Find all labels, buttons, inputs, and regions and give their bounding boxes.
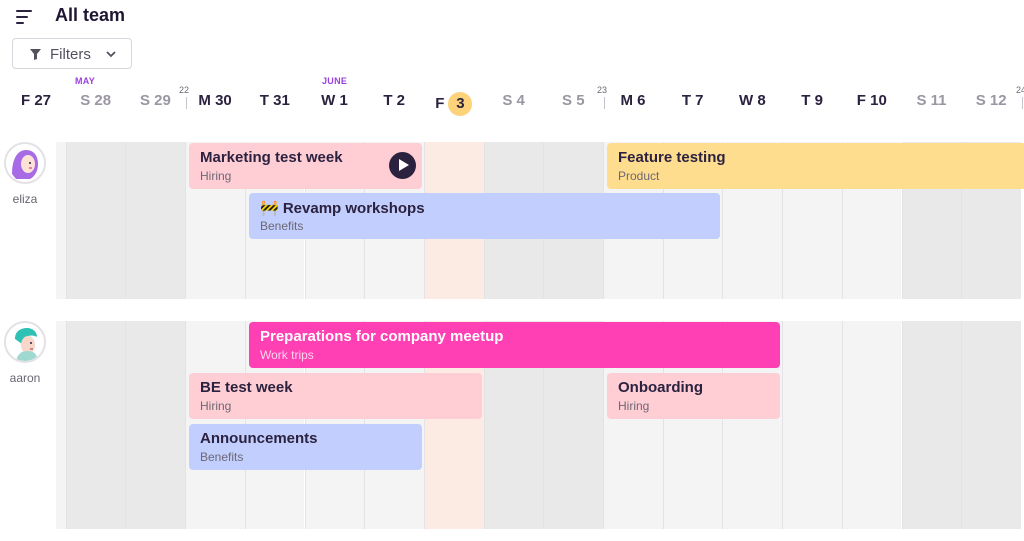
day-column [65,122,126,541]
day-header: S 29 [139,92,171,109]
menu-icon[interactable] [14,7,36,27]
event-title: BE test week [200,379,293,396]
event-title: Preparations for company meetup [260,328,504,345]
event-bar[interactable]: Announcements Benefits [189,424,422,470]
week-separator [1022,97,1023,109]
day-header: S 12 [975,92,1007,109]
event-category: Benefits [260,219,304,233]
day-column [901,122,962,541]
topbar: All team [0,0,1024,32]
event-title: Onboarding [618,379,703,396]
event-bar[interactable]: Marketing test week Hiring [189,143,422,189]
lane-separator [0,122,1024,142]
day-column [961,122,1021,541]
week-number: 24 [1016,85,1024,95]
event-category: Hiring [200,399,232,413]
event-bar[interactable]: 🚧 Revamp workshops Benefits [249,193,720,239]
filters-label: Filters [50,46,91,63]
day-header: S 4 [502,92,525,109]
event-category: Work trips [260,348,314,362]
event-title: Marketing test week [200,149,343,166]
lane-separator [0,299,1024,321]
day-header: T 2 [383,92,406,109]
user-name: eliza [12,192,38,206]
day-header: F 10 [856,92,887,109]
week-number: 23 [597,85,608,95]
day-header: S 5 [562,92,585,109]
day-column [782,122,842,541]
day-header: M 6 [620,92,646,109]
play-icon[interactable] [389,152,416,179]
lane-separator [0,529,1024,541]
day-header: S 11 [916,92,947,109]
day-column [125,122,186,541]
day-header: T 31 [259,92,290,109]
event-bar[interactable]: Preparations for company meetup Work trip… [249,322,780,368]
day-header: M 30 [198,92,232,109]
month-label: JUNE [322,76,348,86]
avatar[interactable] [4,321,46,363]
event-bar[interactable]: Onboarding Hiring [607,373,780,419]
chevron-down-icon [106,51,116,58]
event-title: Feature testing [618,149,726,166]
filter-icon [30,49,41,60]
day-header: T 9 [801,92,823,109]
day-column [185,122,245,541]
event-title: Announcements [200,430,318,447]
day-header: W 1 [321,92,348,109]
event-bar[interactable]: Feature testing Product [607,143,1024,189]
event-category: Product [618,169,660,183]
week-separator [604,97,605,109]
avatar[interactable] [4,142,46,184]
day-header: S 28 [80,92,112,109]
event-bar[interactable]: BE test week Hiring [189,373,482,419]
day-header: W 8 [739,92,766,109]
day-header: T 7 [681,92,704,109]
event-category: Benefits [200,450,244,464]
filters-button[interactable]: Filters [12,38,132,69]
event-category: Hiring [618,399,650,413]
day-column [841,122,902,541]
user-name: aaron [9,371,41,385]
day-header-label: F [435,95,445,112]
event-category: Hiring [200,169,232,183]
event-title: 🚧 Revamp workshops [260,200,425,217]
week-separator [186,97,187,109]
page-title: All team [55,5,126,25]
week-number: 22 [179,85,190,95]
day-header: F 27 [20,92,51,109]
month-label: MAY [75,76,96,86]
today-marker: 3 [448,92,473,116]
